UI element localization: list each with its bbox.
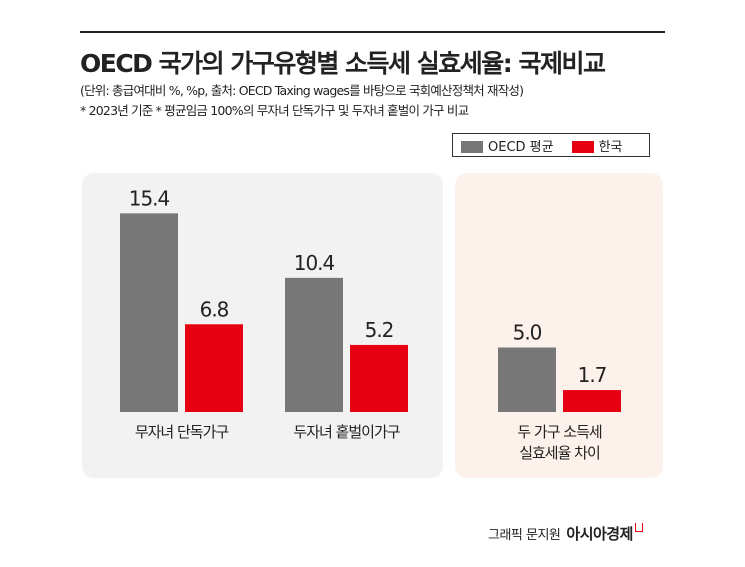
bar-korea-0 xyxy=(185,324,243,412)
footer: 그래픽 문지원 아시아경제 xyxy=(488,523,643,544)
data-label: 5.0 xyxy=(513,321,542,345)
category-label: 두자녀 홑벌이가구 xyxy=(293,423,399,441)
data-label: 5.2 xyxy=(365,318,394,342)
subtitle-source: (단위: 총급여대비 %, %p, 출처: OECD Taxing wages를… xyxy=(80,83,524,98)
category-label: 실효세율 차이 xyxy=(519,444,600,462)
bar-oecd-0 xyxy=(120,213,178,412)
category-label: 무자녀 단독가구 xyxy=(135,423,229,441)
category-label: 두 가구 소득세 xyxy=(517,423,602,441)
bar-korea-1 xyxy=(350,344,408,412)
legend-item-korea: 한국 xyxy=(571,136,623,155)
bar-korea-2 xyxy=(563,390,621,412)
data-label: 1.7 xyxy=(578,363,607,387)
legend: OECD 평균 한국 xyxy=(452,133,650,157)
top-rule xyxy=(80,31,665,33)
bar-oecd-2 xyxy=(498,347,556,412)
brand-logo: 아시아경제 xyxy=(566,525,633,543)
legend-swatch-oecd xyxy=(461,141,483,153)
logo-mark-icon xyxy=(634,523,643,532)
data-label: 6.8 xyxy=(200,297,229,321)
bar-oecd-1 xyxy=(285,277,343,412)
data-label: 10.4 xyxy=(294,251,335,275)
subtitle-note: * 2023년 기준 * 평균임금 100%의 무자녀 단독가구 및 두자녀 홑… xyxy=(80,103,469,118)
panel-difference xyxy=(455,173,663,478)
graphic-credit: 그래픽 문지원 xyxy=(488,528,561,543)
legend-swatch-korea xyxy=(571,141,594,153)
legend-item-oecd: OECD 평균 xyxy=(461,136,554,155)
data-label: 15.4 xyxy=(129,186,170,210)
chart-title: OECD 국가의 가구유형별 소득세 실효세율: 국제비교 xyxy=(80,49,606,78)
